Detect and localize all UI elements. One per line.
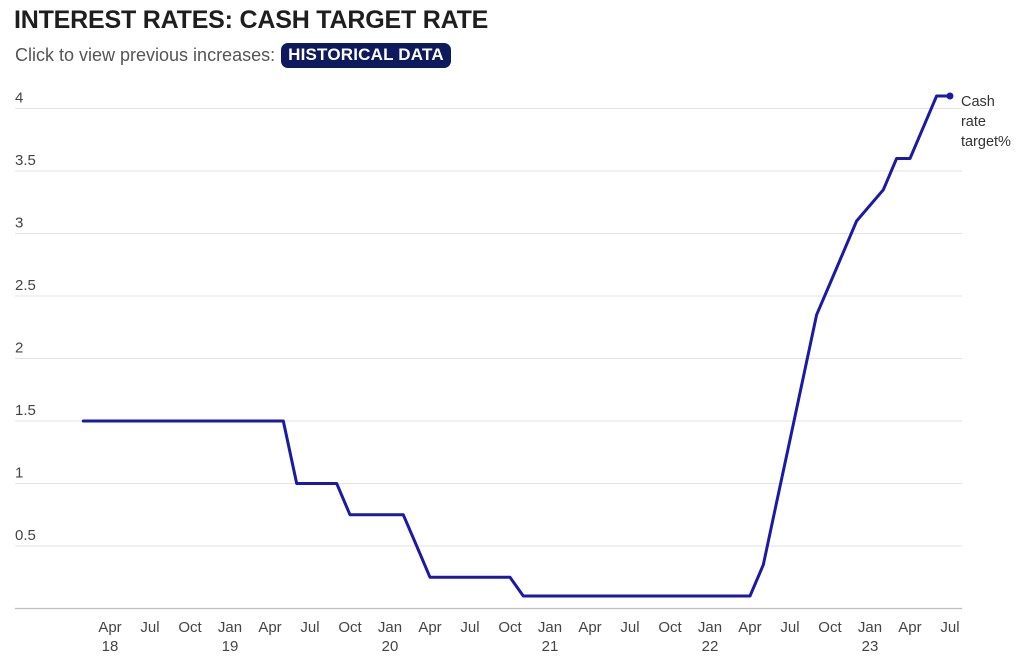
y-tick-label: 1.5 <box>15 402 36 419</box>
x-axis-ticks: Apr 18 Jul Oct Jan 19 Apr Jul Oct Jan 20 Apr Jul Oct J… <box>98 619 959 655</box>
x-tick-label: Oct <box>178 619 202 636</box>
x-tick-label: Apr <box>578 619 601 636</box>
series-end-point <box>946 92 954 100</box>
subtitle-row: Click to view previous increases: HISTOR… <box>15 43 451 68</box>
y-tick-label: 2 <box>15 340 23 357</box>
y-axis-ticks: 0.5 1 1.5 2 2.5 3 3.5 4 <box>15 90 36 545</box>
x-tick-label: Jul <box>620 619 639 636</box>
x-tick-year-label: 18 <box>102 638 119 655</box>
y-tick-label: 2.5 <box>15 277 36 294</box>
x-tick-label: Jan <box>858 619 882 636</box>
x-tick-year-label: 20 <box>382 638 399 655</box>
x-tick-label: Jul <box>780 619 799 636</box>
x-tick-label: Oct <box>658 619 682 636</box>
x-tick-label: Jul <box>140 619 159 636</box>
x-tick-year-label: 23 <box>862 638 879 655</box>
x-tick-label: Jan <box>378 619 402 636</box>
y-tick-label: 3 <box>15 215 23 232</box>
x-tick-label: Apr <box>418 619 441 636</box>
chart-title: INTEREST RATES: CASH TARGET RATE <box>14 6 489 34</box>
x-tick-label: Jan <box>698 619 722 636</box>
x-tick-label: Jan <box>538 619 562 636</box>
x-tick-label: Jan <box>218 619 242 636</box>
y-tick-label: 1 <box>15 465 23 482</box>
x-tick-year-label: 21 <box>542 638 559 655</box>
x-tick-label: Jul <box>460 619 479 636</box>
series-line-cash-rate <box>81 94 952 598</box>
x-tick-label: Oct <box>338 619 362 636</box>
x-tick-year-label: 22 <box>702 638 719 655</box>
x-tick-label: Apr <box>738 619 761 636</box>
x-tick-label: Oct <box>818 619 842 636</box>
x-tick-label: Jul <box>300 619 319 636</box>
chart-subtitle: Click to view previous increases: <box>15 45 276 65</box>
x-tick-label: Apr <box>898 619 921 636</box>
y-tick-label: 0.5 <box>15 527 36 544</box>
series-label: Cash rate target% <box>961 94 1011 150</box>
series-layer <box>81 92 954 598</box>
legend-layer: Cash rate target% <box>961 94 1011 150</box>
x-tick-label: Oct <box>498 619 522 636</box>
y-tick-label: 3.5 <box>15 152 36 169</box>
x-tick-label: Jul <box>940 619 959 636</box>
y-tick-label: 4 <box>15 90 23 107</box>
x-tick-year-label: 19 <box>222 638 239 655</box>
historical-data-button[interactable]: HISTORICAL DATA <box>281 43 451 68</box>
grid-lines <box>15 108 962 610</box>
x-tick-label: Apr <box>258 619 281 636</box>
x-tick-label: Apr <box>98 619 121 636</box>
